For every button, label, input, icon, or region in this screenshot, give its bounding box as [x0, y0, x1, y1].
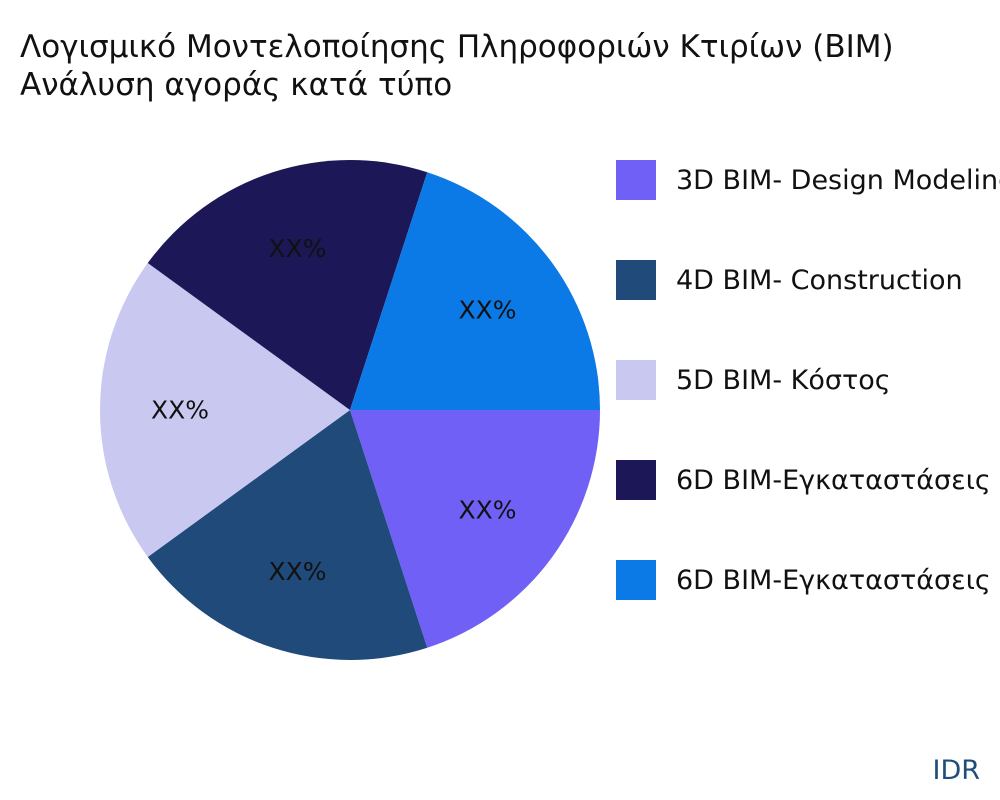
legend-swatch [616, 360, 656, 400]
legend-item-5: 6D BIM-Εγκαταστάσεις [616, 560, 1000, 600]
slice-label-3: XX% [151, 396, 209, 425]
chart-title: Λογισμικό Μοντελοποίησης Πληροφοριών Κτι… [20, 28, 1000, 104]
pie-slice-5 [350, 172, 600, 410]
slice-label-4: XX% [268, 234, 326, 263]
slice-label-5: XX% [459, 296, 517, 325]
chart-subtitle: Ανάλυση αγοράς κατά τύπο [20, 67, 453, 103]
legend-label: 4D BIM- Construction [676, 264, 963, 296]
slice-label-1: XX% [459, 495, 517, 524]
pie-slice-1 [350, 410, 600, 648]
legend-item-4: 6D BIM-Εγκαταστάσεις [616, 460, 1000, 500]
pie-slice-4 [147, 160, 428, 410]
legend-item-2: 4D BIM- Construction [616, 260, 1000, 300]
legend-swatch [616, 460, 656, 500]
legend-label: 6D BIM-Εγκαταστάσεις [676, 464, 991, 496]
pie-slice-2 [147, 410, 428, 660]
watermark-logo: IDR [932, 755, 980, 786]
slice-label-2: XX% [268, 557, 326, 586]
legend-swatch [616, 560, 656, 600]
pie-slice-3 [100, 263, 350, 557]
legend-item-3: 5D BIM- Κόστος [616, 360, 1000, 400]
legend-label: 3D BIM- Design Modeling [676, 164, 1000, 196]
legend: 3D BIM- Design Modeling 4D BIM- Construct… [616, 160, 1000, 660]
legend-swatch [616, 260, 656, 300]
legend-label: 6D BIM-Εγκαταστάσεις [676, 564, 991, 596]
chart-title-line1: Λογισμικό Μοντελοποίησης Πληροφοριών Κτι… [20, 29, 894, 65]
legend-label: 5D BIM- Κόστος [676, 364, 891, 396]
legend-swatch [616, 160, 656, 200]
legend-item-1: 3D BIM- Design Modeling [616, 160, 1000, 200]
